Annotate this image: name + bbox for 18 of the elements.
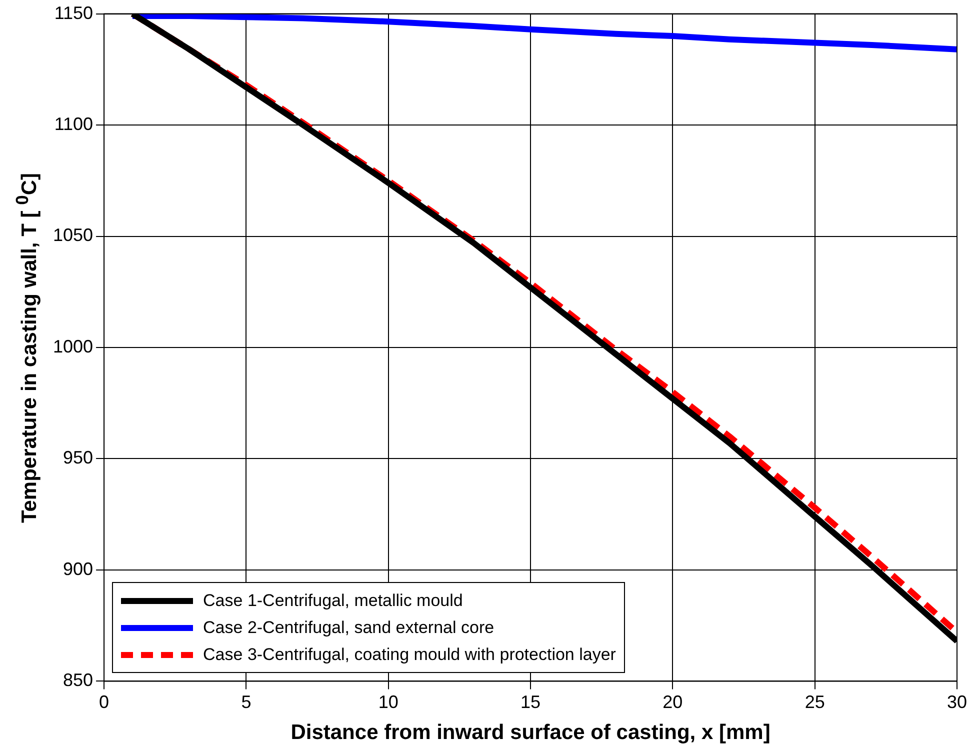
x-tick-label: 25 <box>804 692 825 712</box>
x-tick-label: 0 <box>99 692 110 712</box>
y-tick-label: 900 <box>62 558 94 579</box>
legend-label: Case 3-Centrifugal, coating mould with protection layer <box>203 644 616 665</box>
legend-label: Case 1-Centrifugal, metallic mould <box>203 590 463 611</box>
x-tick-label: 15 <box>520 692 541 712</box>
y-tick-label: 1150 <box>54 2 94 23</box>
y-tick-label: 1050 <box>52 225 94 246</box>
x-tick-label: 30 <box>946 692 968 712</box>
y-tick-label: 1100 <box>54 114 94 134</box>
x-tick-label: 20 <box>662 692 683 712</box>
y-tick-label: 950 <box>62 448 94 468</box>
legend-label: Case 2-Centrifugal, sand external core <box>203 618 494 638</box>
y-tick-label: 850 <box>62 670 94 690</box>
y-tick-label: 1000 <box>52 336 94 356</box>
x-axis-title: Distance from inward surface of casting, x [mm] <box>290 721 770 744</box>
x-tick-label: 5 <box>241 692 252 712</box>
x-tick-label: 10 <box>378 692 398 712</box>
